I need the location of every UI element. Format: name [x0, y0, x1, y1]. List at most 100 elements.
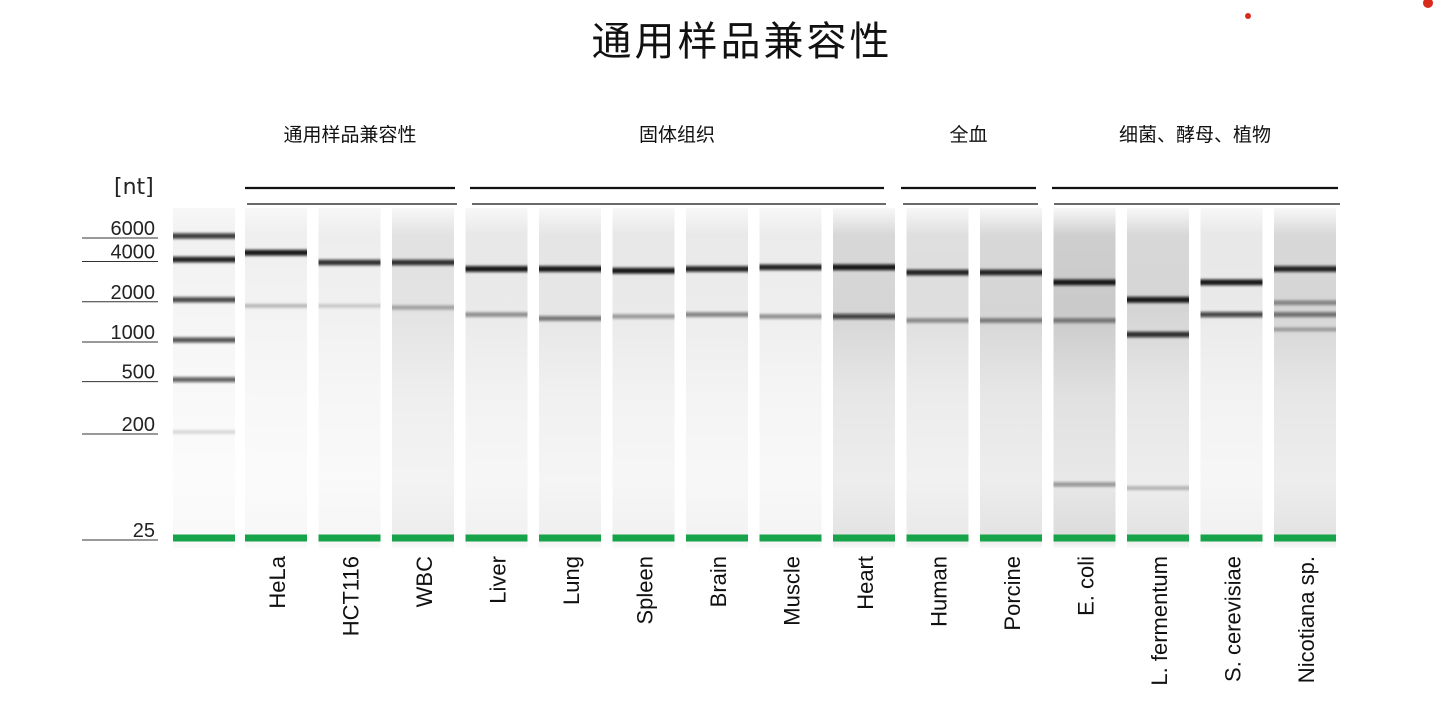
- group-header: 固体组织: [470, 124, 886, 205]
- lower-marker: [392, 534, 454, 542]
- group-header: 通用样品兼容性: [245, 124, 457, 205]
- band: [465, 266, 528, 272]
- band: [1200, 311, 1263, 318]
- accent-dot: [1423, 0, 1433, 8]
- band: [759, 264, 822, 271]
- lane-hct116: [318, 208, 381, 548]
- band: [1053, 318, 1116, 323]
- lane-background: [686, 208, 748, 548]
- lane-label: L. fermentum: [1147, 556, 1172, 686]
- lane-background: [612, 208, 675, 548]
- group-label: 全血: [949, 124, 987, 146]
- band: [980, 269, 1042, 276]
- chart-title: 通用样品兼容性: [592, 19, 893, 65]
- lower-marker: [686, 534, 748, 542]
- group-label: 固体组织: [639, 124, 715, 146]
- lane-label: Heart: [853, 556, 878, 610]
- lane-liver: [465, 208, 528, 548]
- band: [1200, 279, 1263, 286]
- band: [1053, 279, 1116, 286]
- lane-hela: [245, 208, 307, 548]
- group-header: 细菌、酵母、植物: [1052, 124, 1340, 205]
- band: [539, 316, 601, 321]
- lane-background: [759, 208, 822, 548]
- lane-l-fermentum: [1127, 208, 1189, 548]
- accent-dot: [1245, 13, 1251, 19]
- ladder-tick-label: 200: [122, 414, 155, 436]
- lane-background: [1053, 208, 1116, 548]
- band: [539, 266, 601, 272]
- lane-label: HCT116: [339, 556, 364, 636]
- band: [686, 312, 748, 317]
- lower-marker: [1274, 534, 1336, 542]
- band: [1274, 266, 1336, 272]
- band: [1274, 327, 1336, 332]
- lane-e-coli: [1053, 208, 1116, 548]
- lane-label: E. coli: [1074, 556, 1099, 616]
- band: [173, 430, 235, 434]
- lane-label: Lung: [559, 556, 584, 605]
- lane-spleen: [612, 208, 675, 548]
- lane-label: Muscle: [780, 556, 805, 626]
- ladder-tick-label: 500: [122, 362, 155, 384]
- band: [173, 233, 235, 239]
- lane-label: Spleen: [633, 556, 658, 625]
- lower-marker: [612, 534, 675, 542]
- lower-marker: [980, 534, 1042, 542]
- lane-background: [392, 208, 454, 548]
- lower-marker: [539, 534, 601, 542]
- lane-background: [539, 208, 601, 548]
- lane-label: Porcine: [1000, 556, 1025, 631]
- band: [173, 256, 235, 263]
- band: [392, 305, 454, 310]
- band: [906, 269, 969, 276]
- lane-background: [906, 208, 969, 548]
- ladder-lane: [173, 208, 235, 548]
- band: [906, 318, 969, 323]
- lane-lung: [539, 208, 601, 548]
- lower-marker: [245, 534, 307, 542]
- band: [318, 304, 381, 308]
- ladder-tick-label: 6000: [111, 218, 156, 240]
- band: [1127, 331, 1189, 338]
- lane-porcine: [980, 208, 1042, 548]
- ladder-tick-label: 4000: [111, 242, 156, 264]
- lane-brain: [686, 208, 748, 548]
- lane-label-layer: HeLa HCT116 WBC Liver Lung Spleen Brain Muscle H…: [265, 555, 1319, 685]
- lane-human: [906, 208, 969, 548]
- band: [1274, 312, 1336, 317]
- group-label: 细菌、酵母、植物: [1119, 124, 1271, 146]
- lane-background: [980, 208, 1042, 548]
- band: [465, 312, 528, 317]
- lower-marker: [1053, 534, 1116, 542]
- lower-marker: [318, 534, 381, 542]
- lane-heart: [833, 208, 895, 548]
- lanes-layer: [173, 208, 1336, 548]
- lower-marker: [1127, 534, 1189, 542]
- lane-background: [1127, 208, 1189, 548]
- band: [686, 266, 748, 272]
- group-label: 通用样品兼容性: [283, 124, 416, 146]
- lower-marker: [759, 534, 822, 542]
- lane-background: [833, 208, 895, 548]
- band: [318, 259, 381, 266]
- band: [980, 318, 1042, 323]
- band: [245, 249, 307, 256]
- lower-marker: [173, 534, 235, 542]
- lane-nicotiana-sp-: [1274, 208, 1336, 548]
- band: [392, 259, 454, 266]
- lane-background: [318, 208, 381, 548]
- lane-label: HeLa: [265, 555, 290, 608]
- band: [245, 304, 307, 308]
- band: [173, 297, 235, 303]
- ladder-tick-label: 2000: [111, 282, 156, 304]
- band: [1274, 300, 1336, 305]
- lane-wbc: [392, 208, 454, 548]
- band: [833, 264, 895, 271]
- lane-label: Brain: [706, 556, 731, 607]
- ladder-tick-label: 1000: [111, 322, 156, 344]
- ladder-tick-label: 25: [133, 520, 155, 542]
- lane-label: Nicotiana sp.: [1294, 556, 1319, 683]
